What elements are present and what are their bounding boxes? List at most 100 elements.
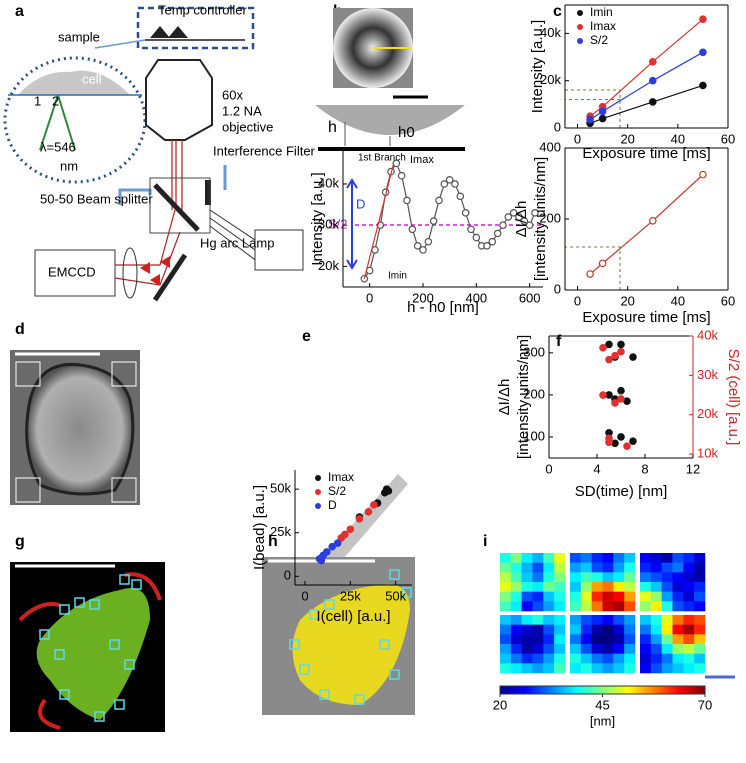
heat-cell (554, 553, 566, 563)
label: 60x (222, 87, 243, 102)
heat-cell (554, 644, 566, 654)
point (429, 217, 438, 225)
point (611, 351, 619, 360)
heat-cell (672, 634, 684, 645)
heat-cell (624, 624, 636, 635)
objective (145, 59, 213, 141)
heat-cell (500, 663, 512, 674)
point (370, 501, 378, 509)
heat-cell (591, 591, 603, 602)
point (629, 353, 637, 361)
heat-cell (640, 591, 652, 602)
heat-cell (613, 644, 625, 654)
label: EMCCD (48, 264, 96, 279)
point (699, 81, 707, 90)
heat-cell (683, 582, 695, 592)
label: 2 (52, 93, 59, 108)
heat-cell (613, 582, 625, 592)
zoom-line (94, 39, 146, 49)
x-tick-label: 40 (671, 293, 685, 308)
x-tick-label: 0 (574, 293, 581, 308)
heat-cell (661, 553, 673, 563)
heat-cell (602, 624, 614, 635)
heat-cell (640, 601, 652, 612)
legend-marker (577, 24, 583, 30)
y-tick-label: 30k (318, 217, 339, 232)
heat-cell (640, 663, 652, 674)
heat-cell (624, 644, 636, 654)
heat-cell (500, 553, 512, 563)
heat-cell (613, 634, 625, 645)
heat-cell (613, 624, 625, 635)
heat-cell (532, 572, 544, 583)
point (461, 209, 470, 217)
colorbar-tick-label: 45 (595, 697, 609, 712)
legend-label: Imax (328, 470, 354, 484)
heat-cell (554, 634, 566, 645)
heat-cell (500, 582, 512, 592)
heat-cell (543, 663, 555, 674)
heat-cell (532, 624, 544, 635)
heat-cell (510, 553, 522, 563)
legend-marker (577, 10, 583, 16)
heat-cell (661, 644, 673, 654)
yellow-region (292, 584, 410, 705)
heat-cell (510, 663, 522, 674)
point (648, 98, 657, 106)
heat-cell (672, 572, 684, 583)
y-tick-label: 0 (284, 568, 291, 583)
heat-cell (602, 601, 614, 612)
temp-box (136, 6, 255, 50)
label: 1.2 NA (222, 103, 262, 118)
point (648, 216, 657, 225)
y-tick-label: 40k (318, 175, 339, 190)
heat-cell (570, 653, 582, 664)
green-region (36, 588, 150, 720)
heat-cell (521, 634, 533, 645)
x-axis-label: h - h0 [nm] (407, 299, 479, 316)
y-axis-label: Intensity [a.u.] (529, 20, 546, 113)
heat-cell (554, 591, 566, 602)
heat-cell (500, 624, 512, 635)
lamp-box (254, 229, 304, 271)
point (605, 340, 613, 349)
point (445, 176, 454, 184)
heat-cell (650, 572, 662, 583)
label: λ=546 (40, 139, 76, 154)
heat-cell (672, 591, 684, 602)
y2-axis-label: S/2 (cell) [a.u.] (725, 349, 742, 446)
legend-label: D (328, 498, 337, 512)
heat-cell (683, 562, 695, 573)
heat-cell (683, 615, 695, 625)
cell-image-h (262, 557, 415, 715)
heat-cell (554, 572, 566, 583)
point (605, 434, 613, 443)
heat-cell (570, 624, 582, 635)
heat-cell (694, 644, 706, 654)
point (629, 437, 637, 445)
heat-cell (532, 591, 544, 602)
point (699, 15, 707, 23)
heat-cell (672, 653, 684, 664)
x-tick-label: 8 (641, 461, 648, 476)
heat-cell (543, 582, 555, 592)
heat-cell (521, 582, 533, 592)
heat-cell (661, 601, 673, 612)
point (424, 237, 433, 246)
panel-label: e (302, 328, 311, 345)
heat-cell (510, 634, 522, 645)
y-tick-label: 20k (318, 258, 339, 273)
point (499, 221, 507, 229)
heat-cell (521, 601, 533, 612)
heat-cell (694, 553, 706, 563)
point (483, 241, 491, 250)
heat-cell (624, 663, 636, 674)
heat-cell (543, 601, 555, 612)
cell-image-g (10, 562, 165, 732)
heat-cell (591, 572, 603, 583)
heat-cell (694, 624, 706, 635)
heat-cell (510, 572, 522, 583)
heat-cell (570, 663, 582, 674)
point (520, 217, 529, 225)
